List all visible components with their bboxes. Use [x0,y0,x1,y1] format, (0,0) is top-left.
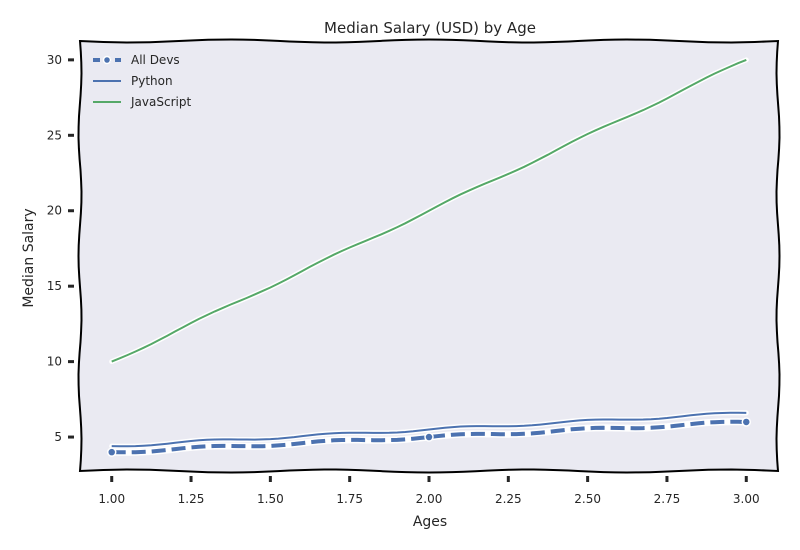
y-tick-label: 20 [47,204,62,218]
y-tick-label: 5 [54,430,62,444]
series-layer [106,57,752,457]
x-tick-label: 1.75 [336,492,363,506]
x-tick-label: 2.00 [416,492,443,506]
series-line [111,419,747,455]
legend-label: JavaScript [130,95,191,109]
data-point [424,432,434,442]
y-tick-label: 15 [47,279,62,293]
legend: All Devs Python JavaScript [93,53,191,109]
legend-item: JavaScript [93,95,191,109]
data-point [741,417,752,427]
series-javascript [109,57,749,365]
legend-item: Python [93,74,173,88]
series-line [111,411,747,448]
y-tick-label: 10 [47,355,62,369]
series-python [109,410,749,449]
legend-label: Python [131,74,173,88]
x-tick-label: 3.00 [733,492,760,506]
series-all-devs [106,417,752,457]
x-axis-label: Ages [413,514,447,530]
y-axis-label: Median Salary [21,208,37,307]
legend-marker [102,55,112,65]
x-tick-label: 2.50 [574,492,601,506]
y-tick-label: 30 [47,53,62,67]
data-point [106,447,117,457]
ticks-layer: 1.00 1.25 1.50 1.75 2.00 2.25 2.50 2.75 3.00 5 10 1… [47,53,760,506]
plot-area [77,38,781,474]
x-tick-label: 1.00 [98,492,125,506]
legend-label: All Devs [131,53,180,67]
legend-item: All Devs [93,53,180,67]
x-tick-label: 1.50 [257,492,284,506]
x-tick-label: 2.25 [495,492,522,506]
x-tick-label: 2.75 [654,492,681,506]
y-tick-label: 25 [47,128,62,142]
series-line [111,58,747,363]
x-tick-label: 1.25 [178,492,205,506]
chart-title: Median Salary (USD) by Age [324,19,536,37]
